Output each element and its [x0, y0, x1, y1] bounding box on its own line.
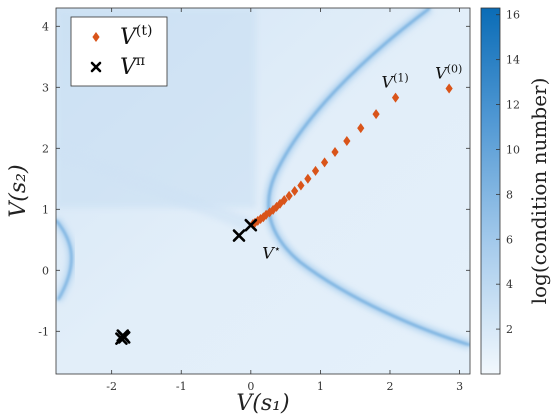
colorbar-label: log(condition number): [527, 78, 551, 305]
vpi-point: [117, 331, 131, 344]
legend-label: Vπ: [120, 53, 145, 80]
point-annotation: V(0): [435, 63, 462, 83]
vt-point: [357, 123, 365, 134]
plot-area: [55, 7, 471, 375]
legend: V(t) Vπ: [70, 16, 168, 87]
axes: -2 -1 0 1 2 3 -1 0 1 2 3 4: [38, 8, 470, 393]
point-annotation: V(1): [382, 72, 409, 92]
colorbar-tick-label: 16: [506, 9, 520, 22]
x-tick-label: -1: [176, 380, 187, 393]
annotations: V(1) V(0) V⋆: [262, 63, 462, 263]
x-tick-label: 0: [247, 380, 254, 393]
colorbar-tick-label: 12: [506, 99, 520, 112]
vt-point: [311, 165, 320, 176]
colorbar-tick-label: 8: [506, 188, 513, 201]
y-tick-label: 1: [42, 203, 49, 216]
colorbar-tick-label: 6: [506, 233, 513, 246]
vt-point: [297, 180, 305, 191]
vt-point: [269, 204, 277, 215]
y-tick-label: 0: [42, 264, 49, 277]
vpi-point: [232, 229, 246, 242]
legend-marker-diamond: [92, 32, 100, 42]
colorbar-tick-label: 14: [506, 54, 520, 67]
legend-label: V(t): [120, 23, 152, 50]
colorbar: 2 4 6 8 10 12 14 16 log(condition number): [480, 7, 551, 375]
vt-point: [262, 209, 270, 220]
vt-point: [372, 109, 380, 120]
vt-point: [280, 195, 288, 206]
x-tick-label: 1: [317, 380, 324, 393]
y-tick-label: 4: [42, 20, 49, 33]
colorbar-tick-label: 4: [506, 278, 513, 291]
vt-point: [320, 157, 329, 168]
data-marks: [115, 83, 453, 345]
vt-point: [291, 186, 299, 196]
point-annotation: V⋆: [262, 243, 280, 263]
y-tick-label: -1: [38, 325, 49, 338]
x-tick-label: 3: [456, 380, 463, 393]
vt-point: [254, 215, 262, 226]
vt-point: [304, 173, 312, 184]
y-tick-label: 3: [42, 81, 49, 94]
y-axis-label: V(s₂): [6, 164, 31, 217]
vpi-point: [244, 218, 258, 232]
x-tick-label: -2: [106, 380, 117, 393]
colorbar-tick-label: 2: [506, 323, 513, 336]
heatmap-background: [56, 8, 470, 374]
vt-point: [343, 135, 351, 146]
vt-point: [331, 146, 339, 157]
y-tick-label: 2: [42, 142, 49, 155]
colorbar-tick-label: 10: [506, 143, 520, 156]
vt-point: [445, 83, 453, 94]
vt-point: [285, 190, 293, 201]
vt-point: [266, 207, 274, 218]
vt-point: [391, 92, 400, 103]
legend-marker-x: [90, 61, 102, 73]
x-axis-label: V(s₁): [236, 391, 289, 416]
x-tick-label: 2: [386, 380, 393, 393]
